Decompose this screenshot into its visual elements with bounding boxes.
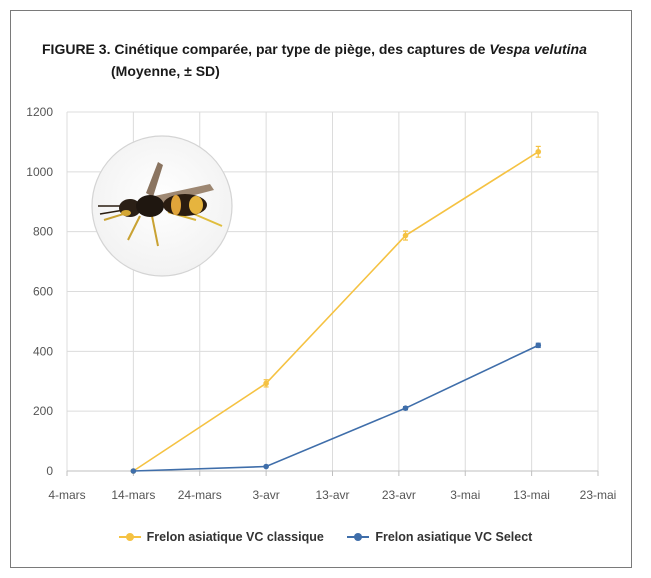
legend-swatch-classique — [118, 533, 141, 541]
y-tick-label: 0 — [46, 464, 53, 478]
series-line-select — [133, 344, 539, 472]
title-species: Vespa velutina — [489, 41, 587, 57]
data-point-select — [535, 342, 542, 349]
y-tick-label: 200 — [33, 404, 53, 418]
series-line-classique — [132, 151, 539, 472]
title-prefix: FIGURE 3. Cinétique comparée, par type d… — [42, 41, 490, 57]
chart-legend: Frelon asiatique VC classique Frelon asi… — [0, 527, 651, 544]
x-tick-label: 23-mai — [580, 488, 617, 502]
legend-label-select: Frelon asiatique VC Select — [375, 530, 533, 544]
chart-series — [130, 145, 542, 474]
y-tick-label: 1000 — [26, 165, 53, 179]
x-tick-label: 23-avr — [382, 488, 416, 502]
x-tick-label: 13-avr — [315, 488, 349, 502]
legend-item-select: Frelon asiatique VC Select — [347, 530, 532, 544]
y-tick-label: 800 — [33, 225, 53, 239]
hornet-photo-icon — [91, 135, 233, 277]
x-tick-label: 3-avr — [252, 488, 279, 502]
figure-frame — [10, 10, 632, 568]
data-point-classique — [535, 148, 542, 155]
legend-item-classique: Frelon asiatique VC classique — [118, 530, 324, 544]
x-tick-label: 24-mars — [178, 488, 222, 502]
x-tick-label: 4-mars — [48, 488, 85, 502]
data-point-select — [263, 463, 269, 470]
y-tick-label: 600 — [33, 285, 53, 299]
y-tick-label: 1200 — [26, 105, 53, 119]
x-tick-label: 14-mars — [111, 488, 155, 502]
legend-label-classique: Frelon asiatique VC classique — [146, 530, 324, 544]
legend-swatch-select — [347, 533, 370, 541]
x-tick-label: 3-mai — [450, 488, 480, 502]
figure-title: FIGURE 3. Cinétique comparée, par type d… — [42, 41, 587, 57]
data-point-classique — [402, 232, 409, 239]
data-point-classique — [263, 380, 269, 387]
figure-subtitle: (Moyenne, ± SD) — [111, 63, 220, 79]
x-tick-label: 13-mai — [513, 488, 550, 502]
y-tick-label: 400 — [33, 344, 53, 358]
chart-tick-labels: 0 200 400 600 800 1000 1200 4-mars 14-mars 24-mar… — [26, 105, 616, 502]
data-point-select — [130, 468, 137, 474]
data-point-select — [402, 405, 409, 411]
